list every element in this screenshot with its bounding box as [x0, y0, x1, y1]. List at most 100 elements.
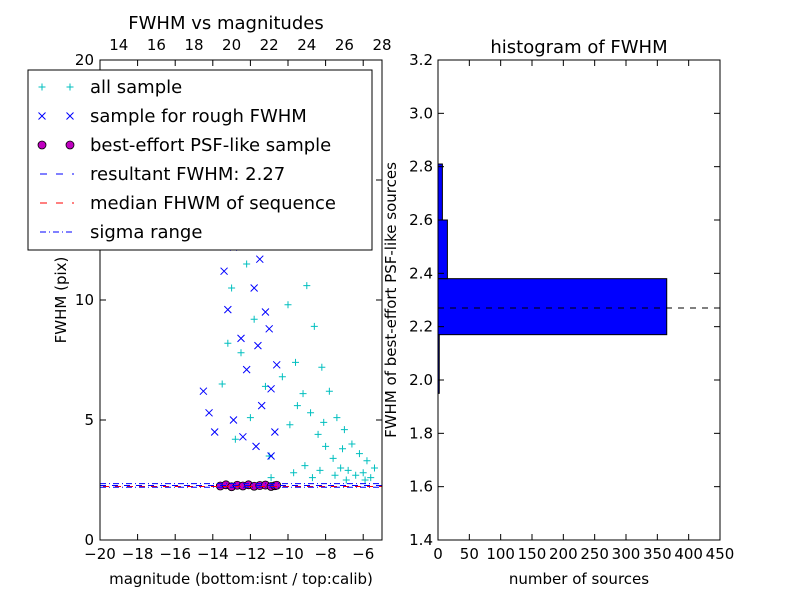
histogram-bars — [437, 163, 668, 394]
legend-entry: resultant FWHM: 2.27 — [40, 164, 285, 185]
rough-sample-point — [257, 401, 266, 410]
histogram-frame — [437, 59, 721, 541]
all-sample-point — [301, 462, 309, 470]
all-sample-point — [314, 430, 322, 438]
histogram-x-ticks: 0 50 100 150 200 250 300 350 400 450 — [433, 60, 734, 563]
y-tick-label: 1.8 — [409, 424, 433, 442]
histogram-bar — [437, 219, 448, 280]
histogram-bar — [437, 163, 443, 221]
rough-sample-point — [220, 267, 228, 276]
rough-sample-point — [210, 428, 219, 436]
legend-label: best-effort PSF-like sample — [90, 135, 331, 156]
all-sample-point — [322, 442, 330, 450]
x-tick-label: 50 — [460, 545, 479, 563]
all-sample-point — [237, 349, 245, 357]
all-sample-point — [307, 409, 315, 417]
rough-sample-point — [237, 334, 245, 343]
y-tick-label: 20 — [75, 51, 94, 69]
top-x-tick-label: 26 — [335, 36, 354, 54]
all-sample-point — [246, 414, 254, 422]
all-sample-point — [348, 440, 356, 448]
y-tick-label: 2.8 — [409, 158, 433, 176]
x-tick-label: −6 — [352, 545, 374, 563]
y-tick-label: 2.6 — [409, 211, 433, 229]
all-sample-point — [292, 358, 300, 366]
all-sample-point — [286, 421, 294, 429]
legend-circle-marker — [37, 140, 47, 150]
y-tick-label: 1.4 — [409, 531, 433, 549]
all-sample-point — [267, 474, 275, 482]
all-sample-point — [316, 466, 324, 474]
all-sample-point — [318, 363, 326, 371]
x-tick-label: −16 — [159, 545, 191, 563]
all-sample-point — [224, 339, 232, 347]
legend-x-marker — [38, 112, 46, 120]
legend-label: all sample — [90, 77, 182, 98]
top-x-tick-label: 14 — [109, 36, 128, 54]
legend-x-marker — [66, 112, 74, 120]
rough-sample-point — [239, 432, 247, 441]
x-tick-label: −8 — [315, 545, 337, 563]
all-sample-point — [337, 464, 345, 472]
all-sample-point — [243, 260, 251, 268]
histogram-y-label: FWHM of best-effort PSF-like sources — [382, 162, 400, 438]
all-sample-point — [308, 474, 316, 482]
y-tick-label: 10 — [75, 291, 94, 309]
rough-sample-point — [242, 365, 251, 374]
legend-label: median FHWM of sequence — [90, 193, 336, 214]
y-tick-label: 3.0 — [409, 104, 433, 122]
rough-sample-point — [270, 428, 279, 436]
x-tick-label: −14 — [197, 545, 229, 563]
y-tick-label: 1.6 — [409, 478, 433, 496]
histogram-x-label: number of sources — [509, 570, 649, 588]
rough-sample-point — [267, 452, 275, 460]
legend-entry: sample for rough FWHM — [38, 106, 307, 127]
y-tick-label: 0 — [84, 531, 94, 549]
all-sample-point — [352, 471, 360, 479]
all-sample-point — [359, 469, 367, 477]
legend-label: sample for rough FWHM — [90, 106, 307, 127]
all-sample-point — [290, 469, 298, 477]
all-sample-point — [355, 450, 363, 458]
rough-sample-point — [229, 416, 238, 424]
histogram-y-ticks: 1.4 1.6 1.8 2.0 2.2 2.4 2.6 2.8 3.0 3.2 — [409, 51, 720, 549]
legend-entry: all sample — [38, 77, 182, 98]
scatter-title: FWHM vs magnitudes — [128, 13, 323, 34]
x-tick-label: 250 — [580, 545, 609, 563]
all-sample-point — [363, 457, 371, 465]
rough-sample-point — [205, 408, 213, 417]
top-x-tick-label: 28 — [372, 36, 391, 54]
scatter-top-x-ticks: 14 16 18 20 22 24 26 28 — [109, 36, 391, 54]
x-tick-label: 0 — [433, 545, 443, 563]
rough-sample-point — [267, 384, 275, 393]
x-tick-label: −12 — [235, 545, 267, 563]
x-tick-label: −18 — [122, 545, 154, 563]
legend-label: sigma range — [90, 222, 202, 243]
all-sample-point — [310, 322, 318, 330]
all-sample-point — [361, 476, 369, 484]
rough-sample-point — [255, 255, 264, 264]
all-sample-point — [320, 418, 328, 426]
scatter-reference-lines — [100, 483, 382, 488]
rough-sample-point — [250, 284, 259, 292]
x-tick-label: 350 — [643, 545, 672, 563]
legend-plus-marker — [66, 83, 74, 91]
y-tick-label: 3.2 — [409, 51, 433, 69]
legend-entry: sigma range — [40, 222, 202, 243]
all-sample-point — [218, 380, 226, 388]
x-tick-label: 100 — [486, 545, 515, 563]
all-sample-point — [331, 471, 339, 479]
y-tick-label: 2.4 — [409, 264, 433, 282]
legend-entries: all sample sample for rough FWHM best-effo… — [37, 77, 336, 243]
top-x-tick-label: 22 — [260, 36, 279, 54]
y-tick-label: 2.2 — [409, 318, 433, 336]
top-x-tick-label: 24 — [297, 36, 316, 54]
all-sample-point — [339, 445, 347, 453]
all-sample-point — [344, 466, 352, 474]
rough-sample-point — [265, 324, 274, 333]
legend-label: resultant FWHM: 2.27 — [90, 164, 285, 185]
rough-sample-point — [199, 387, 208, 396]
all-sample-point — [303, 282, 311, 290]
all-sample-point — [228, 284, 236, 292]
scatter-x-label: magnitude (bottom:isnt / top:calib) — [109, 570, 373, 588]
